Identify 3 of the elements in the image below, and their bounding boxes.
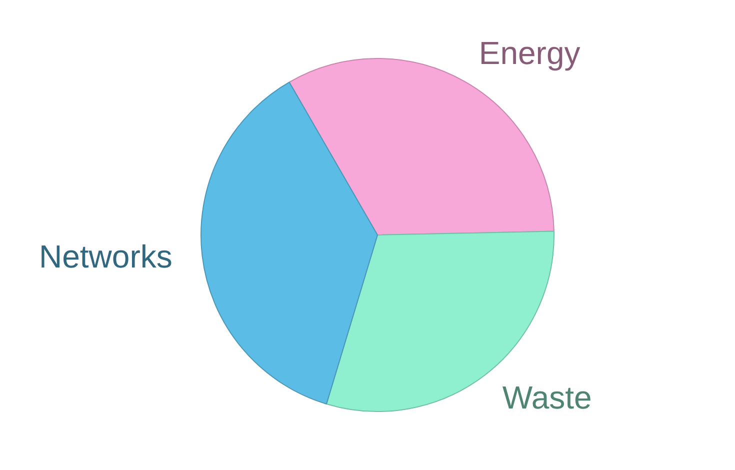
slice-label: Waste	[502, 379, 592, 416]
slice-label: Networks	[39, 238, 172, 275]
slice-label: Energy	[478, 34, 580, 71]
